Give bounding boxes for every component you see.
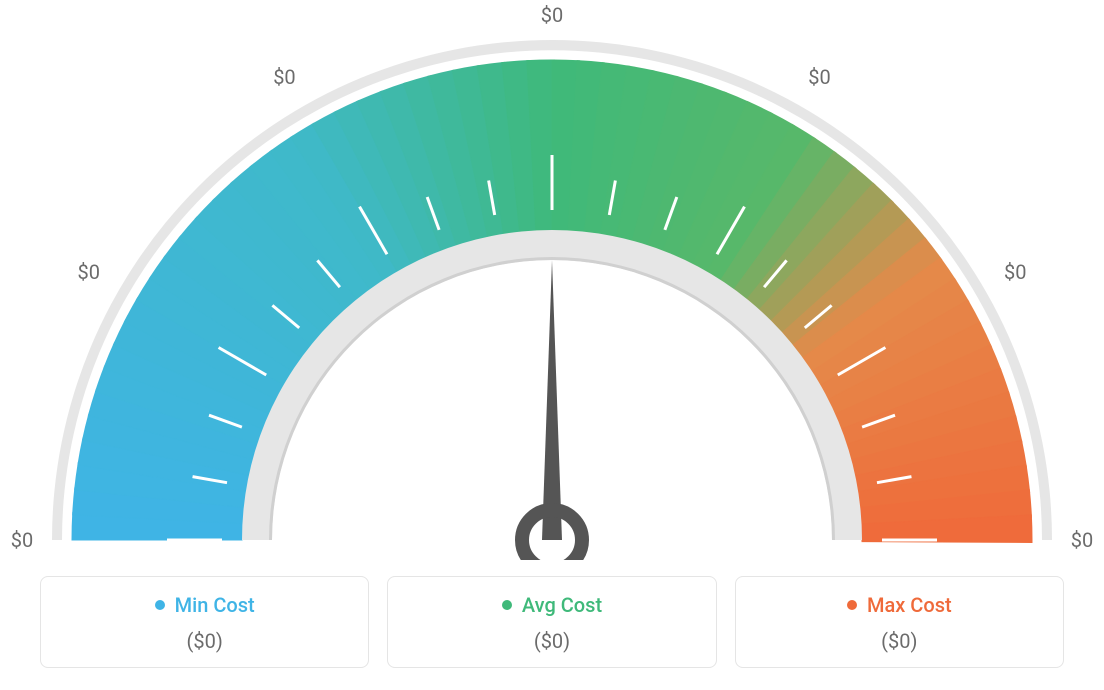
gauge-tick-label: $0	[1004, 260, 1026, 284]
gauge-tick-label: $0	[273, 65, 295, 89]
legend-text-min: Min Cost	[175, 593, 255, 617]
legend-value-min: ($0)	[51, 629, 358, 653]
gauge-area: $0 $0 $0 $0 $0 $0 $0	[0, 0, 1104, 560]
legend-row: Min Cost ($0) Avg Cost ($0) Max Cost ($0…	[40, 576, 1064, 668]
legend-value-max: ($0)	[746, 629, 1053, 653]
gauge-svg	[0, 0, 1104, 560]
gauge-tick-label: $0	[541, 3, 563, 27]
gauge-tick-label: $0	[77, 260, 99, 284]
gauge-tick-label: $0	[1071, 528, 1093, 552]
legend-dot-max	[847, 600, 857, 610]
legend-card-avg: Avg Cost ($0)	[387, 576, 716, 668]
chart-container: $0 $0 $0 $0 $0 $0 $0 Min Cost ($0) Avg Cost ($…	[0, 0, 1104, 690]
legend-text-max: Max Cost	[867, 593, 952, 617]
legend-dot-avg	[502, 600, 512, 610]
legend-text-avg: Avg Cost	[522, 593, 602, 617]
legend-card-max: Max Cost ($0)	[735, 576, 1064, 668]
gauge-tick-label: $0	[808, 65, 830, 89]
legend-value-avg: ($0)	[398, 629, 705, 653]
gauge-tick-label: $0	[11, 528, 33, 552]
legend-card-min: Min Cost ($0)	[40, 576, 369, 668]
legend-label-avg: Avg Cost	[398, 593, 705, 617]
legend-label-min: Min Cost	[51, 593, 358, 617]
legend-label-max: Max Cost	[746, 593, 1053, 617]
legend-dot-min	[155, 600, 165, 610]
